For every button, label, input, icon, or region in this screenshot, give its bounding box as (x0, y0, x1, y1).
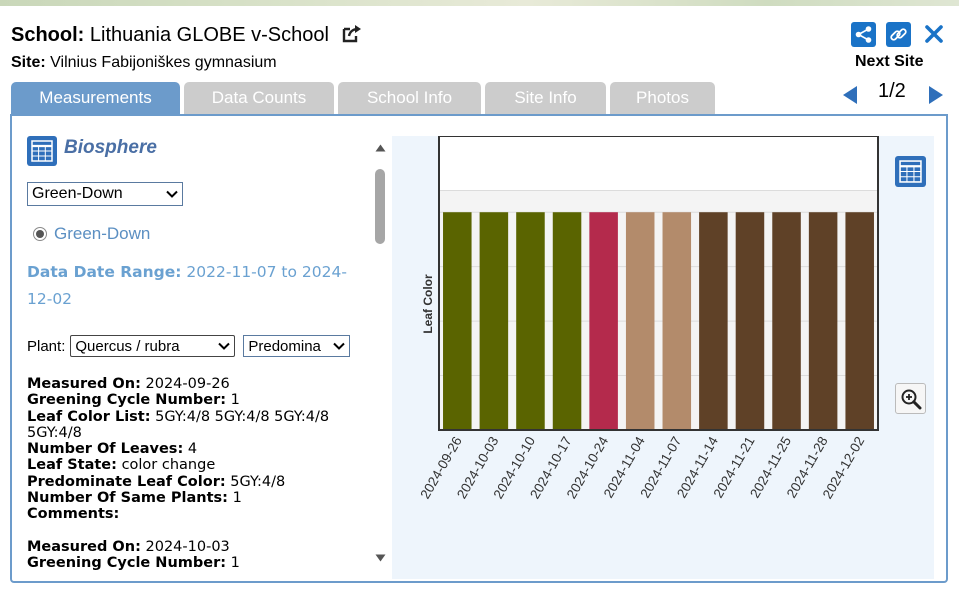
field-label: Comments (27, 506, 114, 523)
bar-2024-10-17 (552, 212, 582, 430)
leaf-select-value: Predomina (248, 337, 321, 355)
radio-button[interactable] (33, 227, 47, 241)
field-label: Measured On (27, 376, 136, 392)
plant-select-value: Quercus / rubra (75, 337, 180, 355)
share-icon (855, 26, 872, 43)
bar-2024-10-03 (479, 212, 509, 430)
site-popup: School: Lithuania GLOBE v-School Site: V… (0, 6, 959, 599)
site-heading: Site: Vilnius Fabijoniškes gymnasium (11, 54, 277, 72)
plot-band (439, 190, 878, 430)
bar-2024-11-21 (735, 212, 765, 430)
predominate-value: 5GY:4/8 (230, 473, 286, 490)
measured-on-value: 2024-10-03 (145, 538, 230, 555)
tab-school-info[interactable]: School Info (338, 82, 481, 114)
scrollbar-thumb[interactable] (375, 169, 385, 244)
previous-site-arrow-icon[interactable] (840, 83, 860, 107)
plot-frame (438, 136, 879, 431)
bar-2024-11-14 (699, 212, 728, 430)
chart-table-button[interactable] (895, 156, 926, 187)
records: Measured On: 2024-09-26 Greening Cycle N… (27, 376, 367, 581)
close-icon (925, 25, 943, 43)
external-link-icon[interactable] (341, 22, 363, 44)
field-label: Number Of Leaves (27, 441, 178, 458)
tab-site-info[interactable]: Site Info (485, 82, 606, 114)
next-site-label: Next Site (855, 53, 924, 70)
field-label: Number Of Same Plants (27, 490, 223, 507)
next-site-arrow-icon[interactable] (926, 83, 946, 107)
list-scrollbar[interactable] (372, 136, 389, 568)
close-button[interactable] (922, 22, 946, 46)
tab-photos[interactable]: Photos (610, 82, 715, 114)
table-grid-icon (899, 160, 922, 183)
bar-2024-11-28 (808, 212, 838, 430)
chevron-down-icon (166, 190, 178, 198)
plant-select[interactable]: Quercus / rubra (70, 335, 236, 357)
chevron-down-icon (218, 342, 231, 350)
measurement-record: Measured On: 2024-09-26 Greening Cycle N… (27, 376, 330, 523)
chevron-down-icon (333, 342, 346, 350)
site-name: Vilnius Fabijoniškes gymnasium (50, 54, 277, 71)
greening-value: 1 (230, 392, 240, 409)
link-icon (890, 28, 907, 41)
bar-2024-09-26 (443, 212, 472, 430)
bar-2024-11-25 (772, 212, 801, 430)
radio-label: Green-Down (54, 224, 151, 243)
zoom-button[interactable] (895, 383, 926, 414)
measurements-panel: Biosphere Green-Down Green-Down Data Dat… (10, 114, 948, 583)
page-indicator: 1/2 (878, 80, 906, 102)
bar-2024-10-10 (516, 212, 545, 430)
protocol-select-value: Green-Down (32, 185, 123, 202)
leaf-color-select[interactable]: Predomina (243, 335, 351, 357)
protocol-radio[interactable]: Green-Down (33, 224, 150, 244)
school-name: Lithuania GLOBE v-School (89, 24, 329, 46)
link-button[interactable] (886, 22, 911, 47)
field-label: Leaf Color List (27, 408, 145, 425)
measurements-list[interactable]: Biosphere Green-Down Green-Down Data Dat… (12, 116, 372, 581)
same-plants-value: 1 (232, 490, 242, 507)
leaves-value: 4 (187, 441, 198, 458)
leaf-color-chart: 2024-09-262024-10-032024-10-102024-10-17… (417, 136, 879, 501)
field-label: Leaf State (27, 457, 112, 474)
bar-2024-12-02 (845, 212, 874, 430)
plant-label: Plant: (27, 337, 66, 355)
field-label: Measured On (27, 538, 136, 555)
school-label: School: (11, 24, 85, 46)
greening-value: 1 (230, 554, 240, 571)
field-label: Greening Cycle Number (27, 392, 221, 409)
map-background (0, 0, 959, 6)
scroll-down-arrow-icon[interactable] (375, 554, 386, 562)
site-label: Site: (11, 54, 46, 71)
date-range-label: Data Date Range: (27, 263, 182, 281)
bar-2024-11-04 (625, 212, 655, 430)
color-list-value: 5GY:4/8 5GY:4/8 5GY:4/8 5GY:4/8 (27, 408, 330, 441)
plant-row: Plant: Quercus / rubra Predomina (27, 335, 351, 357)
chart-area: 2024-09-26 2024-10-03 2024-10-10 2024-10-17… (392, 136, 934, 579)
school-heading: School: Lithuania GLOBE v-School (11, 22, 363, 47)
field-label: Greening Cycle Number (27, 554, 221, 571)
table-icon[interactable] (27, 136, 57, 166)
bar-2024-11-07 (662, 212, 692, 430)
tab-measurements[interactable]: Measurements (11, 82, 180, 114)
y-axis-label: Leaf Color (421, 274, 435, 334)
measured-on-value: 2024-09-26 (145, 376, 230, 392)
scroll-up-arrow-icon[interactable] (375, 144, 386, 152)
date-range-value: 2022-11-07 to 2024-12-02 (27, 263, 347, 308)
date-range: Data Date Range: 2022-11-07 to 2024-12-0… (27, 259, 372, 313)
measurement-record: Measured On: 2024-10-03 Greening Cycle N… (27, 538, 240, 571)
field-label: Predominate Leaf Color (27, 473, 220, 490)
share-button[interactable] (851, 22, 876, 47)
protocol-select[interactable]: Green-Down (27, 182, 183, 206)
zoom-in-icon (901, 389, 921, 409)
tab-data-counts[interactable]: Data Counts (184, 82, 334, 114)
state-value: color change (121, 457, 216, 474)
table-grid-icon (31, 140, 53, 162)
section-title: Biosphere (64, 137, 157, 158)
bar-2024-10-24 (589, 212, 618, 430)
